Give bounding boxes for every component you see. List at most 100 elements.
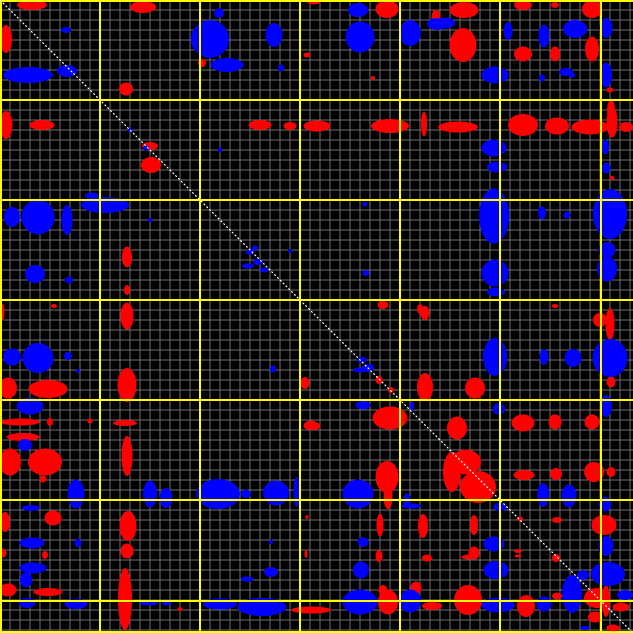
forward-matches-red-blob xyxy=(606,624,620,632)
forward-matches-red-blob xyxy=(511,414,535,432)
forward-matches-red-blob xyxy=(0,512,10,532)
reverse-matches-blue-blob xyxy=(600,62,612,88)
reverse-matches-blue-blob xyxy=(591,562,625,586)
reverse-matches-blue-blob xyxy=(218,147,222,153)
reverse-matches-blue-blob xyxy=(483,536,505,552)
reverse-matches-blue-blob xyxy=(25,265,45,283)
reverse-matches-blue-blob xyxy=(67,479,85,509)
reverse-matches-blue-blob xyxy=(21,199,55,235)
reverse-matches-blue-blob xyxy=(487,287,505,297)
reverse-matches-blue-blob xyxy=(538,206,546,220)
forward-matches-red-blob xyxy=(119,82,133,96)
reverse-matches-blue-blob xyxy=(536,596,552,612)
forward-matches-red-blob xyxy=(0,418,40,426)
forward-matches-red-blob xyxy=(514,46,532,62)
forward-matches-red-blob xyxy=(420,306,430,320)
forward-matches-red-blob xyxy=(29,120,55,130)
reverse-matches-blue-blob xyxy=(252,245,258,251)
forward-matches-red-blob xyxy=(121,436,133,476)
reverse-matches-blue-blob xyxy=(65,276,73,284)
forward-matches-red-blob xyxy=(584,462,604,482)
forward-matches-red-blob xyxy=(303,120,331,132)
reverse-matches-blue-blob xyxy=(537,483,549,507)
forward-matches-red-blob xyxy=(0,25,12,53)
reverse-matches-blue-blob xyxy=(399,20,421,46)
reverse-matches-blue-blob xyxy=(559,68,573,76)
forward-matches-red-blob xyxy=(550,468,562,480)
reverse-matches-blue-blob xyxy=(353,367,367,373)
forward-matches-red-blob xyxy=(124,285,130,295)
reverse-matches-blue-blob xyxy=(264,567,278,577)
reverse-matches-blue-blob xyxy=(577,570,589,580)
reverse-matches-blue-blob xyxy=(214,8,224,18)
reverse-matches-blue-blob xyxy=(593,189,627,239)
forward-matches-red-blob xyxy=(550,46,560,62)
forward-matches-red-blob xyxy=(6,433,40,441)
forward-matches-red-blob xyxy=(0,583,17,597)
forward-matches-red-blob xyxy=(612,602,630,612)
forward-matches-red-blob xyxy=(571,119,609,135)
reverse-matches-blue-blob xyxy=(483,561,509,579)
reverse-matches-blue-blob xyxy=(278,64,284,72)
forward-matches-red-blob xyxy=(514,0,532,10)
reverse-matches-blue-blob xyxy=(400,503,422,509)
forward-matches-red-blob xyxy=(447,416,467,440)
reverse-matches-blue-blob xyxy=(3,348,21,366)
forward-matches-red-blob xyxy=(606,467,616,477)
forward-matches-red-blob xyxy=(118,568,132,630)
reverse-matches-blue-blob xyxy=(18,439,32,451)
reverse-matches-blue-blob xyxy=(357,537,369,547)
forward-matches-red-blob xyxy=(449,28,477,62)
reverse-matches-blue-blob xyxy=(19,562,47,574)
forward-matches-red-blob xyxy=(582,0,602,18)
reverse-matches-blue-blob xyxy=(563,211,571,219)
reverse-matches-blue-blob xyxy=(483,338,507,376)
reverse-matches-blue-blob xyxy=(22,343,54,373)
forward-matches-red-blob xyxy=(465,377,485,399)
forward-matches-red-blob xyxy=(33,588,63,596)
forward-matches-red-blob xyxy=(422,602,442,610)
forward-matches-red-blob xyxy=(0,448,21,476)
reverse-matches-blue-blob xyxy=(3,67,53,83)
reverse-matches-blue-blob xyxy=(353,561,369,579)
forward-matches-red-blob xyxy=(375,376,383,384)
reverse-matches-blue-blob xyxy=(22,505,40,511)
forward-matches-red-blob xyxy=(117,368,137,402)
reverse-matches-blue-blob xyxy=(240,576,254,582)
forward-matches-red-blob xyxy=(17,0,47,10)
reverse-matches-blue-blob xyxy=(580,626,590,630)
forward-matches-red-blob xyxy=(470,515,478,535)
forward-matches-red-blob xyxy=(304,550,308,558)
forward-matches-red-blob xyxy=(513,470,535,480)
reverse-matches-blue-blob xyxy=(561,484,577,508)
forward-matches-red-blob xyxy=(248,120,272,130)
forward-matches-red-blob xyxy=(460,471,496,503)
reverse-matches-blue-blob xyxy=(288,249,292,253)
reverse-matches-blue-blob xyxy=(479,188,509,244)
reverse-matches-blue-blob xyxy=(598,536,614,556)
forward-matches-red-blob xyxy=(87,418,93,424)
forward-matches-red-blob xyxy=(609,176,615,180)
reverse-matches-blue-blob xyxy=(147,218,153,222)
forward-matches-red-blob xyxy=(119,511,137,541)
forward-matches-red-blob xyxy=(418,514,428,538)
forward-matches-red-blob xyxy=(552,592,562,600)
forward-matches-red-blob xyxy=(120,302,134,330)
forward-matches-red-blob xyxy=(47,418,53,426)
forward-matches-red-blob xyxy=(551,2,559,8)
forward-matches-red-blob xyxy=(508,114,538,136)
forward-matches-red-blob xyxy=(422,375,430,397)
forward-matches-red-blob xyxy=(514,549,522,553)
forward-matches-red-blob xyxy=(375,550,383,562)
reverse-matches-blue-blob xyxy=(617,590,633,600)
forward-matches-red-blob xyxy=(0,377,17,399)
forward-matches-red-blob xyxy=(584,414,600,430)
reverse-matches-blue-blob xyxy=(265,23,283,47)
reverse-matches-blue-blob xyxy=(159,488,173,508)
forward-matches-red-blob xyxy=(291,606,331,614)
forward-matches-red-blob xyxy=(113,420,137,426)
reverse-matches-blue-blob xyxy=(348,3,368,17)
forward-matches-red-blob xyxy=(130,1,156,13)
